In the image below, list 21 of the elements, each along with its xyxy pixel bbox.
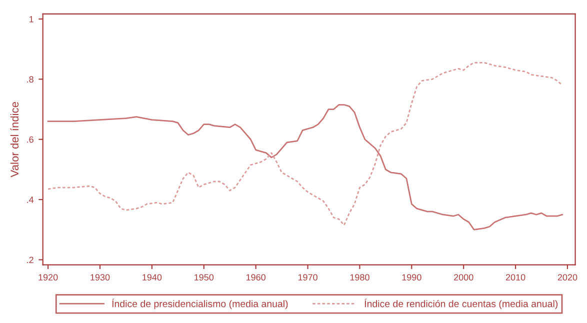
line-series [47,62,563,226]
x-tick-label: 1930 [90,274,110,281]
legend-label: Índice de presidencialismo (media anual) [112,298,288,310]
legend-label: Índice de rendición de cuentas (media anual) [364,298,558,310]
y-axis-title: Valor del índice [10,102,19,178]
x-tick-label: 1980 [350,274,370,281]
line-series [47,104,563,230]
x-tick-label: 1960 [246,274,266,281]
y-tick-label: .6 [27,136,34,143]
x-tick-label: 2010 [506,274,526,281]
x-tick-label: 1920 [38,274,58,281]
y-tick-label: .2 [27,256,34,264]
x-tick-label: 2000 [454,274,474,281]
x-tick-label: 1950 [194,274,214,281]
x-tick-label: 2020 [558,274,578,281]
x-tick-label: 1970 [298,274,318,281]
y-tick-label: 1 [29,16,34,22]
y-tick-label: .8 [27,76,34,83]
x-tick-label: 1940 [142,274,162,281]
x-tick-label: 1990 [402,274,422,281]
y-tick-label: .4 [27,196,34,203]
